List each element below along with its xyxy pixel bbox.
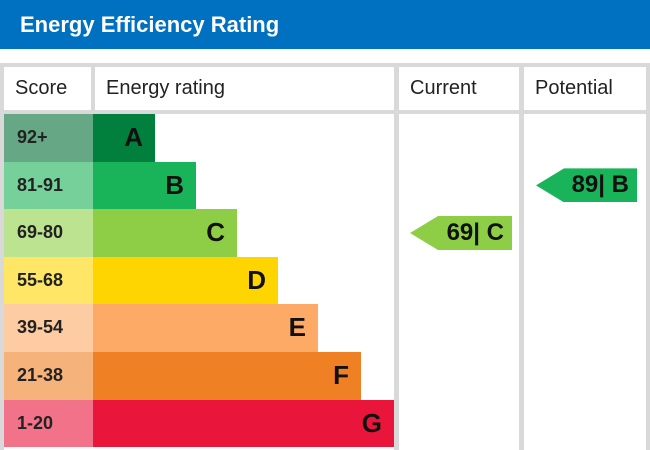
current-column — [399, 114, 519, 450]
column-header-potential: Potential — [524, 67, 646, 110]
band-bar-g: G — [93, 399, 394, 448]
band-bar-f: F — [93, 352, 361, 400]
column-header-current: Current — [399, 67, 519, 110]
band-bar-c: C — [93, 209, 237, 257]
score-d: 55-68 — [4, 256, 93, 305]
potential-column — [524, 114, 646, 450]
score-b: 81-91 — [4, 161, 93, 210]
band-bar-a: A — [93, 114, 155, 162]
score-e: 39-54 — [4, 304, 93, 352]
score-c: 69-80 — [4, 209, 93, 257]
band-bar-d: D — [93, 256, 278, 305]
band-bar-e: E — [93, 304, 318, 352]
column-header-energy-rating: Energy rating — [95, 67, 394, 110]
page-title: Energy Efficiency Rating — [0, 0, 650, 49]
score-a: 92+ — [4, 114, 93, 162]
band-bar-b: B — [93, 161, 196, 210]
score-g: 1-20 — [4, 399, 93, 448]
column-header-score: Score — [4, 67, 91, 110]
score-f: 21-38 — [4, 352, 93, 400]
